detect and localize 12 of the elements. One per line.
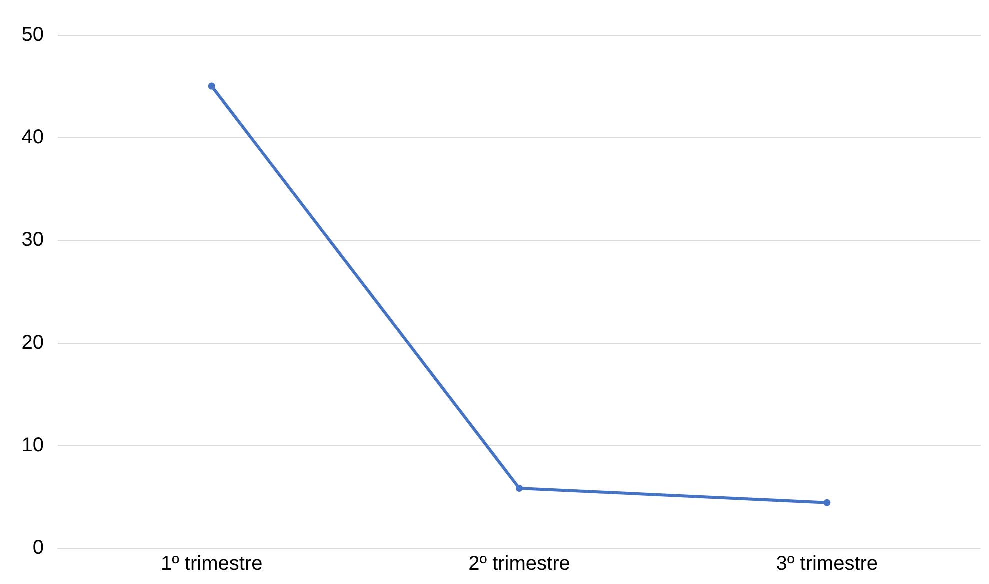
y-tick-label: 40 (22, 126, 44, 149)
y-tick-label: 10 (22, 434, 44, 456)
point (824, 499, 831, 506)
point (516, 484, 523, 492)
y-tick-label: 30 (22, 229, 44, 252)
x-tick-label: 2º trimestre (468, 553, 570, 575)
x-tick-label: 1º trimestre (160, 553, 263, 575)
point (208, 82, 216, 90)
y-tick-label: 20 (22, 332, 44, 354)
x-tick-label: 3º trimestre (776, 553, 878, 575)
y-tick-label: 0 (32, 537, 44, 559)
y-tick-label: 50 (22, 24, 44, 46)
